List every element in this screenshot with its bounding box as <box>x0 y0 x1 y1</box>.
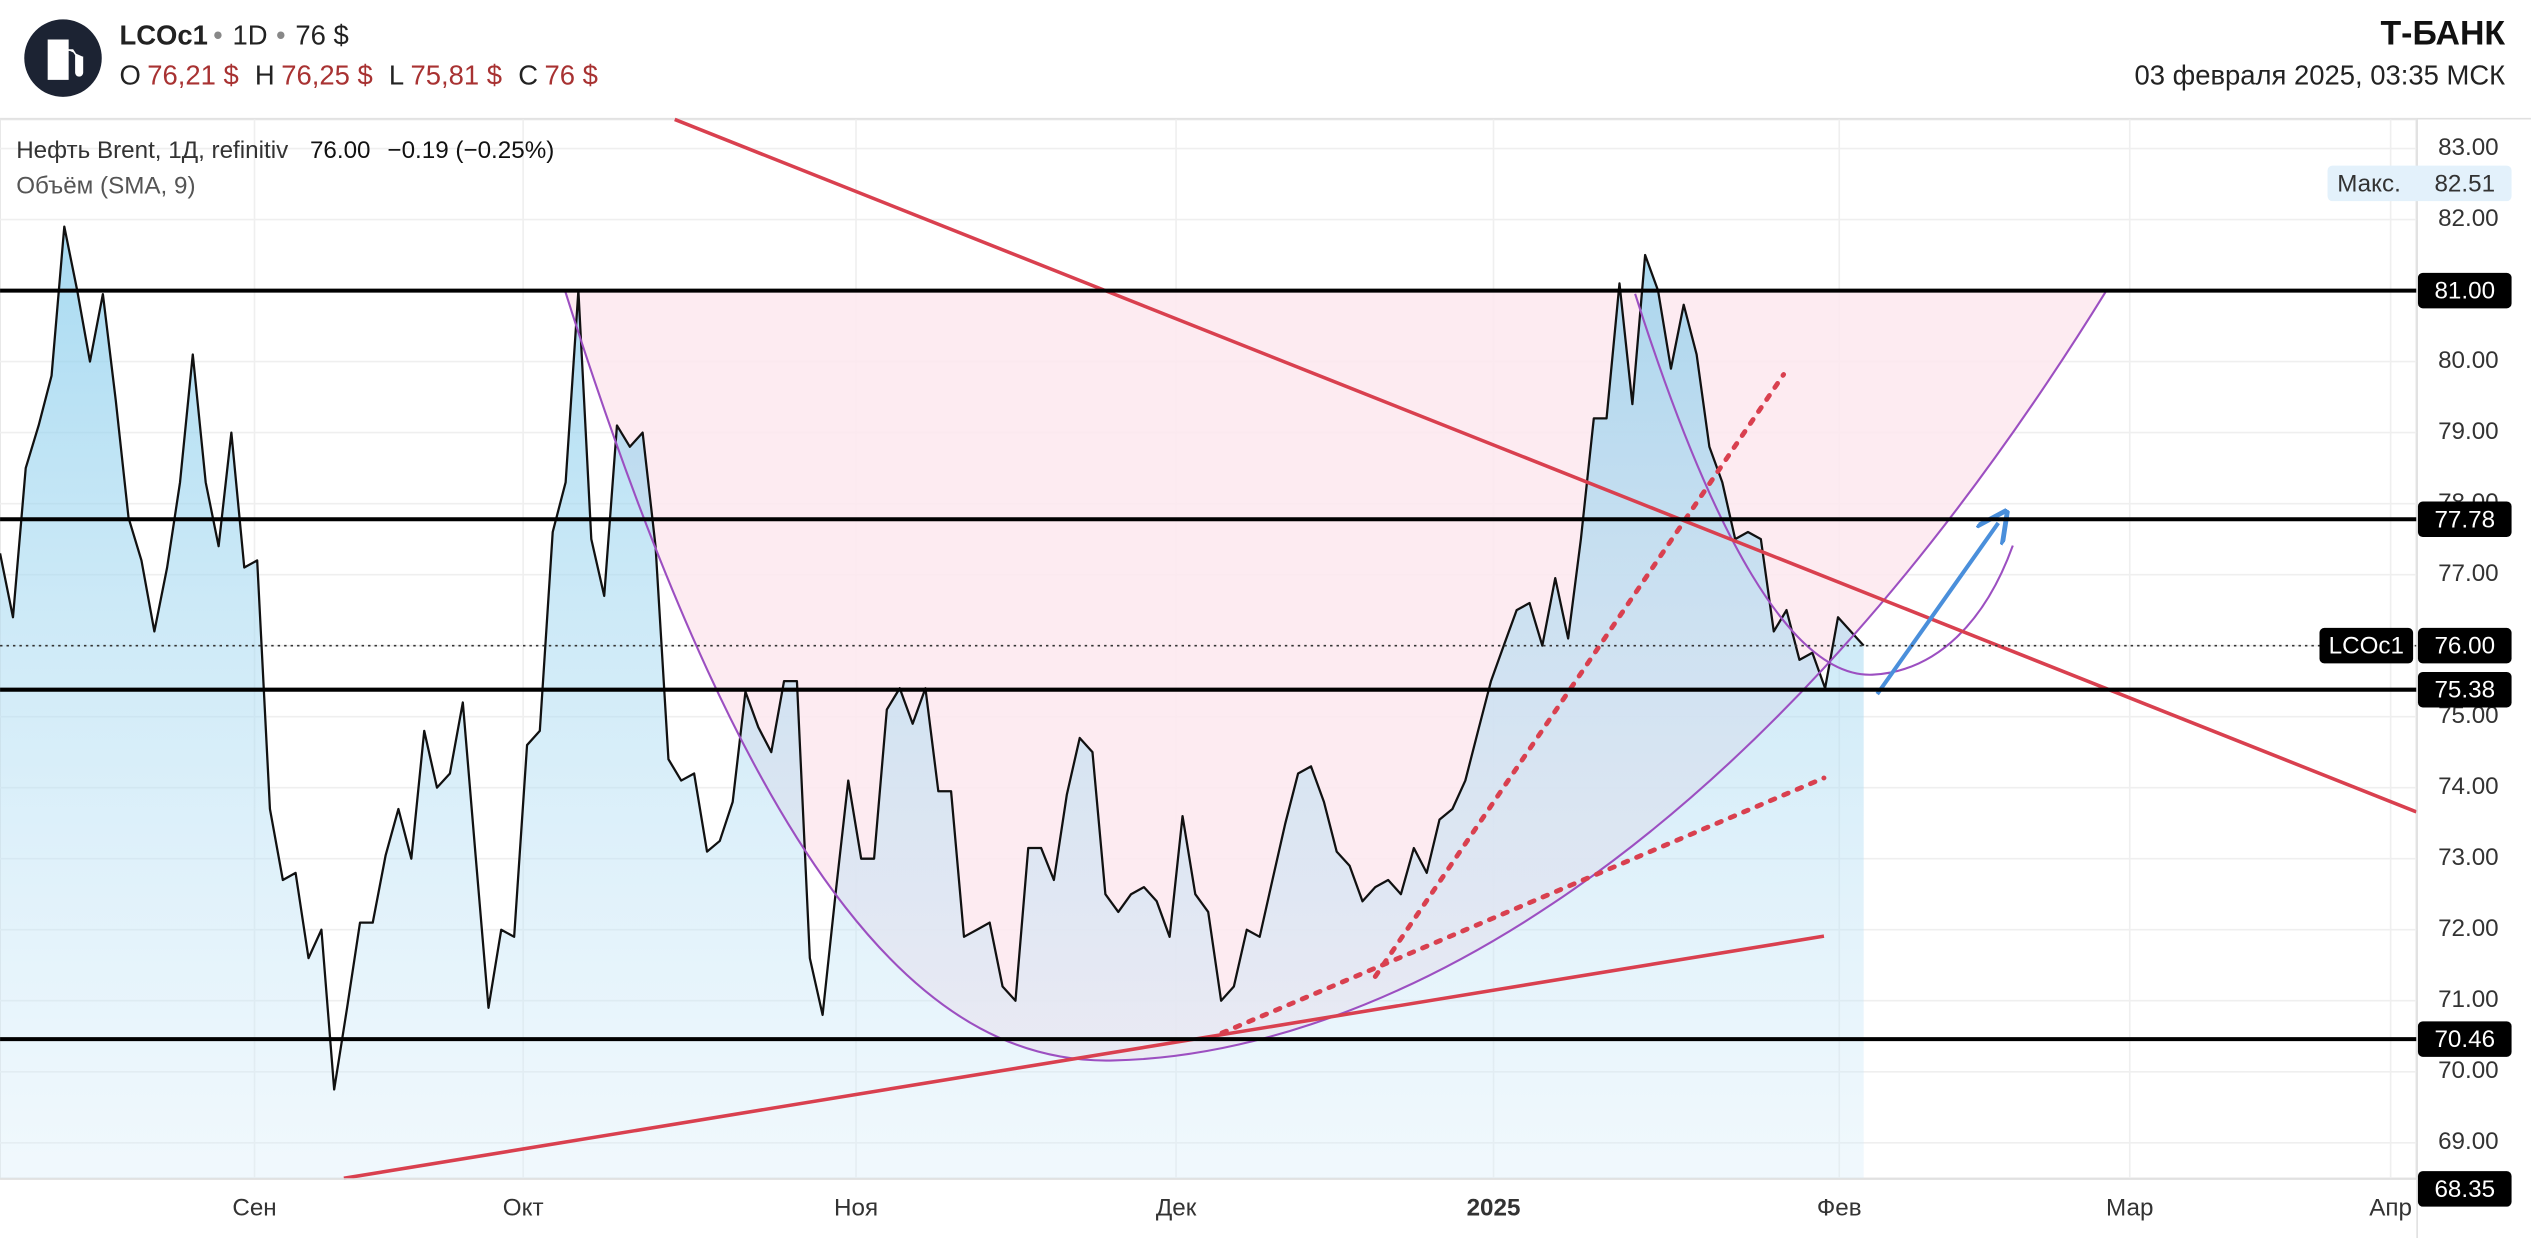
symbol: LCOc1 <box>120 19 208 50</box>
price-line <box>0 225 1865 1091</box>
level-badge <box>2417 671 2512 708</box>
separator: • <box>213 19 223 50</box>
arc <box>563 289 2108 1062</box>
y-tick-label: 73.00 <box>2438 844 2499 871</box>
current-label: 76.00 <box>2434 633 2495 660</box>
legend-title: Нефть Brent, 1Д, refinitiv <box>16 137 289 164</box>
ohlc-value: 76 $ <box>544 60 597 91</box>
header: LCOc1 • 1D • 76 $ O 76,21 $ H 76,25 $ L 75,81… <box>0 14 2531 120</box>
legend-value: 76.00 <box>310 137 371 164</box>
arc <box>1634 293 2014 676</box>
x-tick-label: Окт <box>503 1194 544 1221</box>
level-badge <box>2417 272 2512 309</box>
level-label: 77.78 <box>2434 506 2495 533</box>
legend-indicator: Объём (SMA, 9) <box>16 173 195 200</box>
bottom-badge <box>2417 1171 2512 1207</box>
level-badge <box>2417 1021 2512 1057</box>
y-tick-label: 74.00 <box>2438 773 2499 800</box>
x-tick-label: 2025 <box>1467 1194 1521 1221</box>
current-badge <box>2417 627 2512 664</box>
ohlc-label: L <box>389 60 404 91</box>
y-tick-label: 82.00 <box>2438 205 2499 232</box>
level-badge <box>2417 501 2512 538</box>
y-tick-label: 72.00 <box>2438 915 2499 942</box>
plot: Нефть Brent, 1Д, refinitiv 76.00 −0.19 (… <box>0 117 2418 1181</box>
y-tick-label: 77.00 <box>2438 560 2499 587</box>
y-tick-label: 70.00 <box>2438 1057 2499 1084</box>
bottom-label: 68.35 <box>2434 1176 2495 1203</box>
separator: • <box>276 19 286 50</box>
ohlc-value: 76,25 $ <box>281 60 373 91</box>
ohlc-value: 75,81 $ <box>411 60 503 91</box>
datetime: 03 февраля 2025, 03:35 МСК <box>2135 60 2506 91</box>
x-tick-label: Фев <box>1817 1194 1862 1221</box>
overlay <box>0 288 2417 1042</box>
badges: 81.00 77.78 75.38 70.46 LCOc1 76.00 Макс. 82.51… <box>2319 165 2512 1207</box>
brand: Т‑БАНК <box>2380 14 2505 52</box>
trendline <box>343 934 1825 1181</box>
legend-change: −0.19 (−0.25%) <box>387 137 554 164</box>
y-tick-label: 80.00 <box>2438 347 2499 374</box>
x-tick-label: Сен <box>232 1194 276 1221</box>
fuel-icon <box>47 39 84 80</box>
x-tick-label: Апр <box>2369 1194 2412 1221</box>
arrow <box>1875 523 1998 696</box>
ohlc-label: H <box>255 60 275 91</box>
x-tick-label: Дек <box>1156 1194 1197 1221</box>
ohlc-value: 76,21 $ <box>147 60 239 91</box>
level-label: 75.38 <box>2434 677 2495 704</box>
y-tick-label: 83.00 <box>2438 134 2499 161</box>
x-tick-label: Ноя <box>834 1194 878 1221</box>
interval: 1D <box>232 19 267 50</box>
y-tick-label: 79.00 <box>2438 418 2499 445</box>
max-badge <box>2327 165 2512 202</box>
price: 76 $ <box>295 19 348 50</box>
max-label: 82.51 <box>2434 170 2495 197</box>
trendline <box>674 117 2417 814</box>
level-label: 81.00 <box>2434 278 2495 305</box>
level-label: 70.46 <box>2434 1026 2495 1053</box>
y-tick-label: 71.00 <box>2438 986 2499 1013</box>
y-tick-label: 69.00 <box>2438 1128 2499 1155</box>
current-name-badge <box>2319 627 2414 664</box>
max-name: Макс. <box>2337 170 2401 197</box>
ohlc-label: O <box>120 60 141 91</box>
x-tick-label: Мар <box>2106 1194 2153 1221</box>
ohlc-label: C <box>518 60 538 91</box>
ohlc: O 76,21 $ H 76,25 $ L 75,81 $ C 76 $ <box>120 60 598 91</box>
dotted-trendline <box>1372 372 1787 979</box>
current-name: LCOc1 <box>2329 633 2404 660</box>
